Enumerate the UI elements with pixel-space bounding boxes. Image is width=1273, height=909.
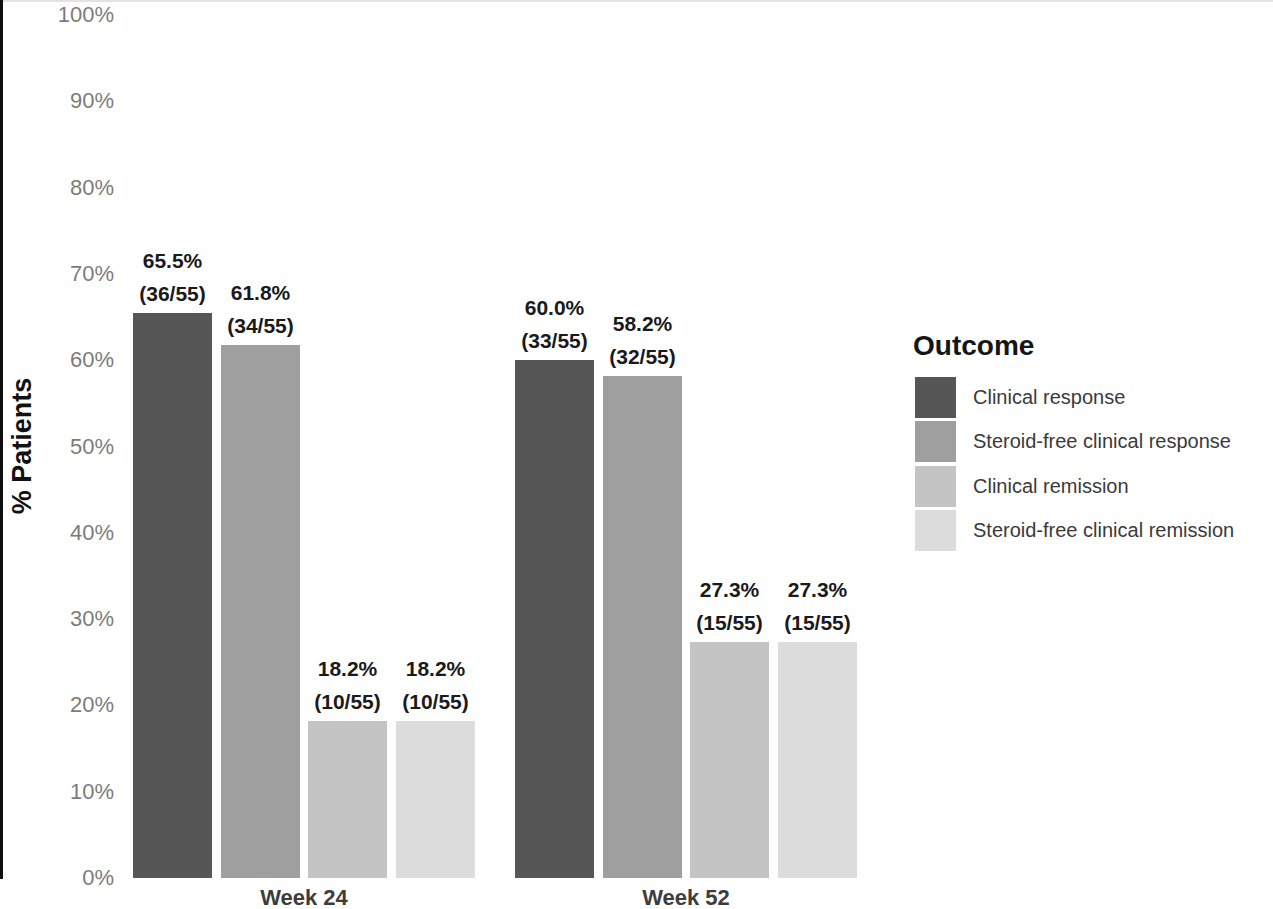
x-category-label-week-52: Week 52 [596, 885, 776, 909]
y-tick-20: 20% [34, 692, 114, 718]
bar-week-24-clinical-response [133, 313, 212, 878]
bar-value-label-week-24-steroid-free-clinical-response: 61.8%(34/55) [196, 276, 326, 342]
y-tick-90: 90% [34, 88, 114, 114]
y-tick-0: 0% [34, 865, 114, 891]
bar-week-24-steroid-free-clinical-remission [396, 721, 475, 878]
left-border-line [0, 0, 3, 879]
bar-week-52-clinical-response [515, 360, 594, 878]
bar-week-52-steroid-free-clinical-remission [778, 642, 857, 878]
bar-value-label-week-24-steroid-free-clinical-remission: 18.2%(10/55) [371, 652, 501, 718]
bar-value-label-week-52-steroid-free-clinical-remission: 27.3%(15/55) [753, 573, 883, 639]
legend-label-steroid-free-clinical-remission: Steroid-free clinical remission [973, 510, 1234, 551]
y-tick-80: 80% [34, 175, 114, 201]
top-border-line [0, 0, 1273, 2]
bar-week-24-clinical-remission [308, 721, 387, 878]
y-tick-100: 100% [34, 2, 114, 28]
y-tick-60: 60% [34, 347, 114, 373]
legend-swatch-steroid-free-clinical-remission [915, 510, 956, 551]
legend-label-clinical-remission: Clinical remission [973, 466, 1129, 507]
legend-label-steroid-free-clinical-response: Steroid-free clinical response [973, 421, 1231, 462]
legend-swatch-steroid-free-clinical-response [915, 421, 956, 462]
x-category-label-week-24: Week 24 [214, 885, 394, 909]
y-tick-70: 70% [34, 261, 114, 287]
y-tick-30: 30% [34, 606, 114, 632]
bar-week-24-steroid-free-clinical-response [221, 345, 300, 878]
bar-week-52-clinical-remission [690, 642, 769, 878]
bar-chart-figure: % Patients 0% 10% 20% 30% 40% 50% 60% 70% 80% 90%… [0, 0, 1273, 909]
y-tick-40: 40% [34, 520, 114, 546]
y-tick-50: 50% [34, 434, 114, 460]
legend-label-clinical-response: Clinical response [973, 377, 1125, 418]
legend-swatch-clinical-response [915, 377, 956, 418]
bar-value-label-week-52-steroid-free-clinical-response: 58.2%(32/55) [578, 307, 708, 373]
y-axis-title: % Patients [7, 346, 37, 546]
legend-title: Outcome [913, 330, 1034, 362]
y-tick-10: 10% [34, 779, 114, 805]
legend-swatch-clinical-remission [915, 466, 956, 507]
